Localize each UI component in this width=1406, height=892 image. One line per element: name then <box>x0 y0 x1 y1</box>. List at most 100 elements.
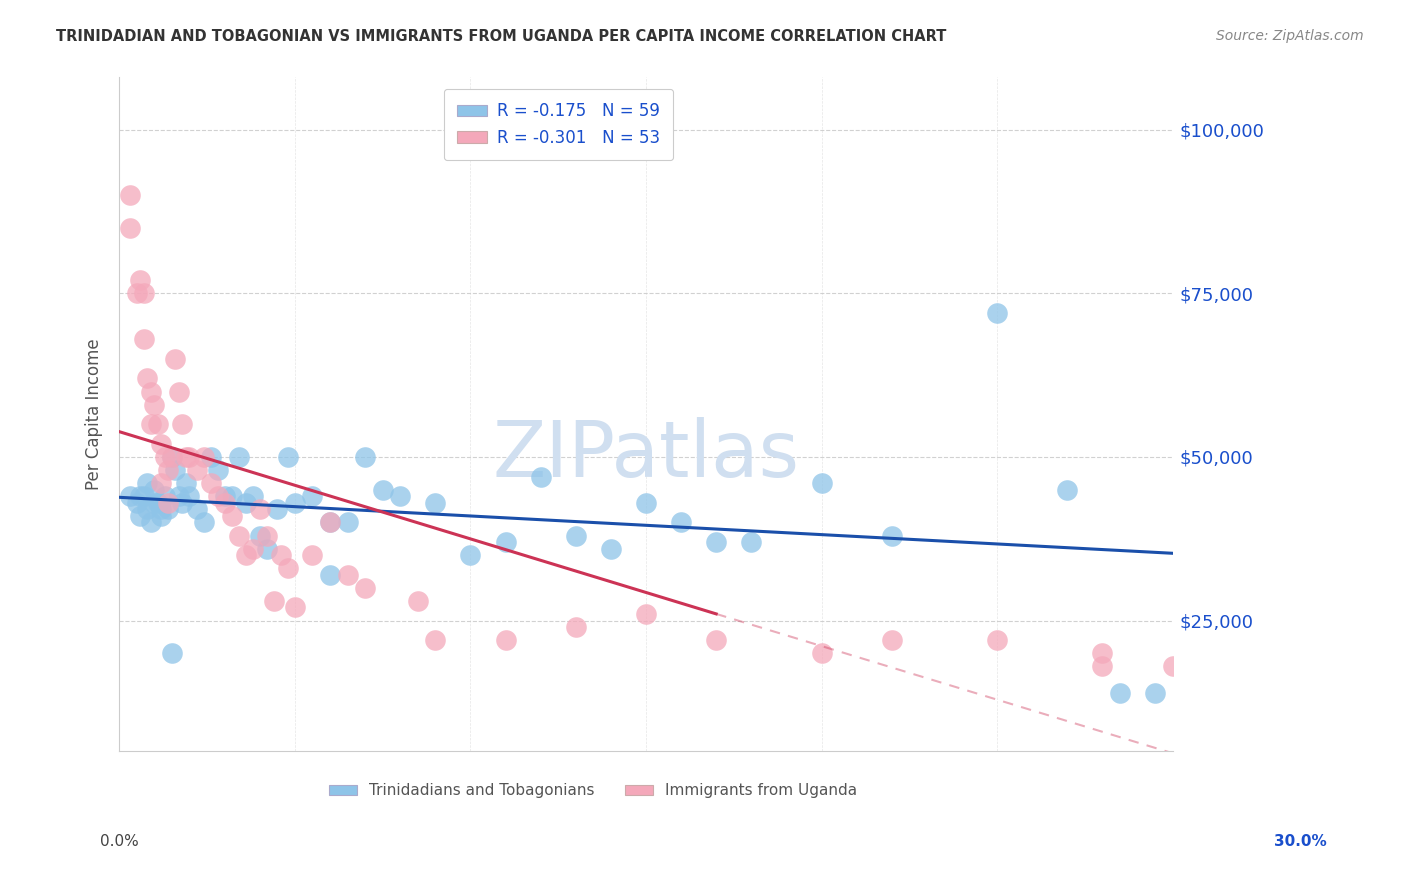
Point <box>143 496 166 510</box>
Point <box>132 489 155 503</box>
Point <box>153 450 176 464</box>
Point <box>256 541 278 556</box>
Point <box>235 496 257 510</box>
Point <box>319 567 342 582</box>
Point <box>118 188 141 202</box>
Point <box>425 633 447 648</box>
Point <box>564 528 586 542</box>
Point <box>1091 659 1114 673</box>
Point <box>810 476 832 491</box>
Point <box>810 646 832 660</box>
Point <box>221 508 243 523</box>
Point <box>200 450 222 464</box>
Point <box>179 450 201 464</box>
Point <box>132 286 155 301</box>
Text: Source: ZipAtlas.com: Source: ZipAtlas.com <box>1216 29 1364 44</box>
Point <box>153 489 176 503</box>
Point <box>336 567 359 582</box>
Point <box>125 496 148 510</box>
Point <box>880 528 903 542</box>
Point <box>146 496 169 510</box>
Point <box>1144 685 1167 699</box>
Point <box>284 600 307 615</box>
Point <box>129 508 152 523</box>
Point <box>336 516 359 530</box>
Point <box>139 384 162 399</box>
Point <box>460 548 482 562</box>
Point <box>354 450 377 464</box>
Point <box>150 508 173 523</box>
Point <box>249 502 271 516</box>
Point <box>354 581 377 595</box>
Point <box>634 496 657 510</box>
Point <box>207 489 229 503</box>
Point <box>277 450 299 464</box>
Point <box>172 496 194 510</box>
Point <box>157 496 180 510</box>
Point <box>118 489 141 503</box>
Point <box>242 489 264 503</box>
Point <box>174 476 197 491</box>
Point <box>167 384 190 399</box>
Point <box>228 528 250 542</box>
Point <box>214 496 236 510</box>
Point <box>136 371 159 385</box>
Point <box>172 417 194 432</box>
Point <box>143 483 166 497</box>
Point <box>319 516 342 530</box>
Point <box>277 561 299 575</box>
Point <box>150 437 173 451</box>
Point <box>139 516 162 530</box>
Point <box>599 541 621 556</box>
Point <box>1056 483 1078 497</box>
Point <box>150 476 173 491</box>
Legend: Trinidadians and Tobagonians, Immigrants from Uganda: Trinidadians and Tobagonians, Immigrants… <box>323 777 863 805</box>
Point <box>301 489 323 503</box>
Point <box>263 594 285 608</box>
Point <box>266 502 288 516</box>
Point <box>179 489 201 503</box>
Point <box>1091 646 1114 660</box>
Point <box>564 620 586 634</box>
Text: 0.0%: 0.0% <box>100 834 139 848</box>
Point <box>186 463 208 477</box>
Point <box>270 548 292 562</box>
Point <box>389 489 412 503</box>
Point <box>249 528 271 542</box>
Point <box>301 548 323 562</box>
Point <box>235 548 257 562</box>
Point <box>406 594 429 608</box>
Point <box>132 332 155 346</box>
Point <box>1161 659 1184 673</box>
Point <box>371 483 394 497</box>
Point <box>319 516 342 530</box>
Point <box>284 496 307 510</box>
Point <box>669 516 692 530</box>
Point <box>143 398 166 412</box>
Point <box>221 489 243 503</box>
Y-axis label: Per Capita Income: Per Capita Income <box>86 339 103 491</box>
Point <box>129 489 152 503</box>
Point <box>129 273 152 287</box>
Point <box>167 489 190 503</box>
Point <box>193 450 215 464</box>
Point <box>193 516 215 530</box>
Point <box>157 463 180 477</box>
Point <box>165 463 187 477</box>
Point <box>256 528 278 542</box>
Point <box>880 633 903 648</box>
Point <box>157 502 180 516</box>
Point <box>634 607 657 621</box>
Point <box>228 450 250 464</box>
Point <box>986 633 1008 648</box>
Point <box>200 476 222 491</box>
Point <box>214 489 236 503</box>
Point <box>207 463 229 477</box>
Point <box>186 502 208 516</box>
Point <box>174 450 197 464</box>
Point <box>1109 685 1132 699</box>
Text: TRINIDADIAN AND TOBAGONIAN VS IMMIGRANTS FROM UGANDA PER CAPITA INCOME CORRELATI: TRINIDADIAN AND TOBAGONIAN VS IMMIGRANTS… <box>56 29 946 45</box>
Point <box>425 496 447 510</box>
Point <box>150 502 173 516</box>
Point <box>495 633 517 648</box>
